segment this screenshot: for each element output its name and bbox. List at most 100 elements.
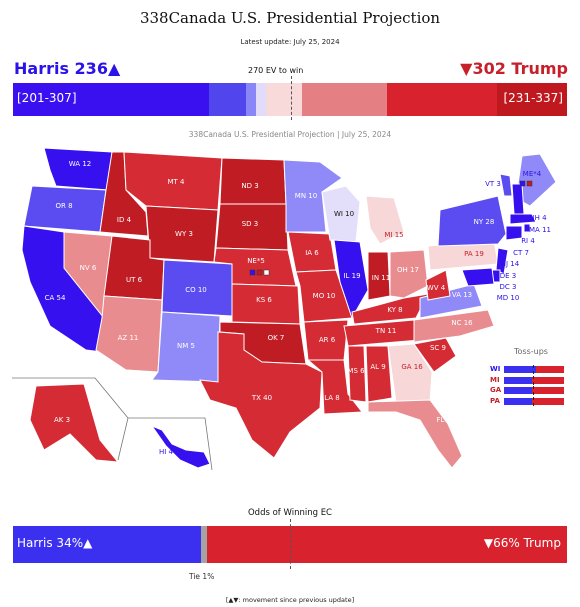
state-oh	[389, 249, 429, 299]
state-label-or: OR 8	[55, 202, 72, 210]
odds-midline	[290, 519, 291, 569]
tossup-state-label: MI	[490, 375, 500, 384]
ev-bar-segment	[13, 83, 209, 116]
state-label-wy: WY 3	[175, 230, 193, 238]
odds-harris-label: Harris 34%▲	[17, 536, 93, 550]
tossup-harris-fill	[504, 366, 536, 373]
state-nh	[511, 183, 525, 215]
tossups-title: Toss-ups	[514, 347, 548, 356]
state-ma	[509, 213, 537, 225]
tossup-harris-fill	[504, 387, 533, 394]
odds-trump-segment: ▼66% Trump	[206, 526, 567, 563]
state-ms	[347, 345, 367, 403]
odds-harris-segment: Harris 34%▲	[13, 526, 202, 563]
tossup-bar	[504, 375, 564, 385]
state-mi	[365, 195, 405, 245]
state-label-id: ID 4	[117, 216, 132, 224]
state-label-oh: OH 17	[397, 266, 419, 274]
state-label-az: AZ 11	[118, 334, 139, 342]
state-label-de: DE 3	[500, 272, 517, 280]
state-ak	[29, 383, 120, 463]
state-mo	[295, 269, 353, 323]
state-nc	[413, 309, 495, 343]
state-ct	[505, 225, 523, 241]
harris-ev-total: Harris 236▲	[14, 59, 121, 78]
ev-projection-bar: [201-307] [231-337]	[13, 83, 567, 116]
state-label-vt: VT 3	[485, 180, 501, 188]
tossup-row: MI	[490, 375, 566, 385]
alaska-inset-border	[12, 377, 129, 461]
state-label-ga: GA 16	[401, 363, 423, 371]
trump-ev-total: ▼302 Trump	[460, 59, 568, 78]
state-label-ky: KY 8	[387, 306, 402, 314]
state-label-wa: WA 12	[69, 160, 91, 168]
state-label-nv: NV 6	[80, 264, 97, 272]
state-label-ri: RI 4	[521, 237, 535, 245]
tossup-state-label: PA	[490, 396, 500, 405]
state-label-pa: PA 19	[464, 250, 484, 258]
state-label-hi: HI 4	[159, 448, 174, 456]
harris-range: [201-307]	[17, 91, 77, 105]
state-label-tn: TN 11	[375, 327, 397, 335]
ev-bar-segment	[266, 83, 303, 116]
footer-note: [▲▼: movement since previous update]	[225, 596, 355, 604]
state-label-me: ME*4	[523, 170, 542, 178]
state-label-ok: OK 7	[268, 334, 285, 342]
state-label-ak: AK 3	[54, 416, 70, 424]
tossup-trump-fill	[535, 366, 564, 373]
state-nd	[219, 157, 287, 205]
state-label-ma: MA 11	[529, 226, 551, 234]
tossup-state-label: GA	[490, 386, 502, 394]
state-il	[333, 239, 369, 320]
tossup-state-label: WI	[490, 365, 501, 373]
ne-district-box	[256, 269, 263, 276]
state-ks	[231, 283, 301, 325]
map-caption: 338Canada U.S. Presidential Projection |…	[188, 130, 392, 139]
state-label-il: IL 19	[343, 272, 360, 280]
ev-to-win-label: 270 EV to win	[248, 66, 304, 75]
ev-bar-segment	[208, 83, 246, 116]
state-nm	[151, 311, 221, 383]
ev-bar-segment	[496, 83, 567, 116]
state-label-ne: NE*5	[247, 257, 265, 265]
state-label-mt: MT 4	[168, 178, 186, 186]
state-label-wv: WV 4	[427, 284, 446, 292]
me-district-box	[526, 180, 533, 187]
state-label-ar: AR 6	[319, 336, 336, 344]
ne-district-box	[249, 269, 256, 276]
state-label-al: AL 9	[370, 363, 385, 371]
state-hi	[150, 424, 211, 469]
tossup-harris-fill	[504, 397, 533, 405]
state-label-nj: NJ 14	[501, 260, 520, 268]
us-electoral-map: WA 12 OR 8 CA 54 NV 6 ID 4 MT 4 WY 3 UT 6 AZ 11 C…	[12, 147, 557, 471]
tossup-bar	[504, 365, 564, 374]
state-label-sd: SD 3	[242, 220, 259, 228]
ev-bar-segment	[256, 83, 267, 116]
tossup-bar	[504, 386, 564, 395]
state-label-ks: KS 6	[256, 296, 272, 304]
state-label-ca: CA 54	[45, 294, 66, 302]
odds-title: Odds of Winning EC	[247, 508, 332, 518]
state-label-mn: MN 10	[295, 192, 317, 200]
tossup-row: PA	[490, 396, 566, 406]
state-label-ut: UT 6	[126, 276, 143, 284]
state-al	[365, 345, 393, 403]
tossup-row: WI	[490, 365, 566, 374]
state-label-nc: NC 16	[451, 319, 473, 327]
tossup-trump-fill	[532, 397, 564, 405]
tossup-harris-fill	[504, 376, 533, 384]
odds-trump-label: ▼66% Trump	[483, 536, 561, 550]
tossup-trump-fill	[532, 376, 564, 384]
tossup-trump-fill	[532, 387, 564, 394]
state-label-wi: WI 10	[334, 210, 354, 218]
latest-update: Latest update: July 25, 2024	[240, 38, 340, 46]
tossup-bar	[504, 396, 564, 406]
state-label-fl: FL 30	[436, 416, 455, 424]
state-wi	[321, 185, 361, 243]
state-label-ny: NY 28	[474, 218, 495, 226]
state-sc	[413, 337, 457, 373]
state-label-sc: SC 9	[430, 344, 446, 352]
odds-tie-segment	[201, 526, 207, 563]
state-vt	[499, 173, 513, 197]
state-va	[419, 283, 483, 319]
